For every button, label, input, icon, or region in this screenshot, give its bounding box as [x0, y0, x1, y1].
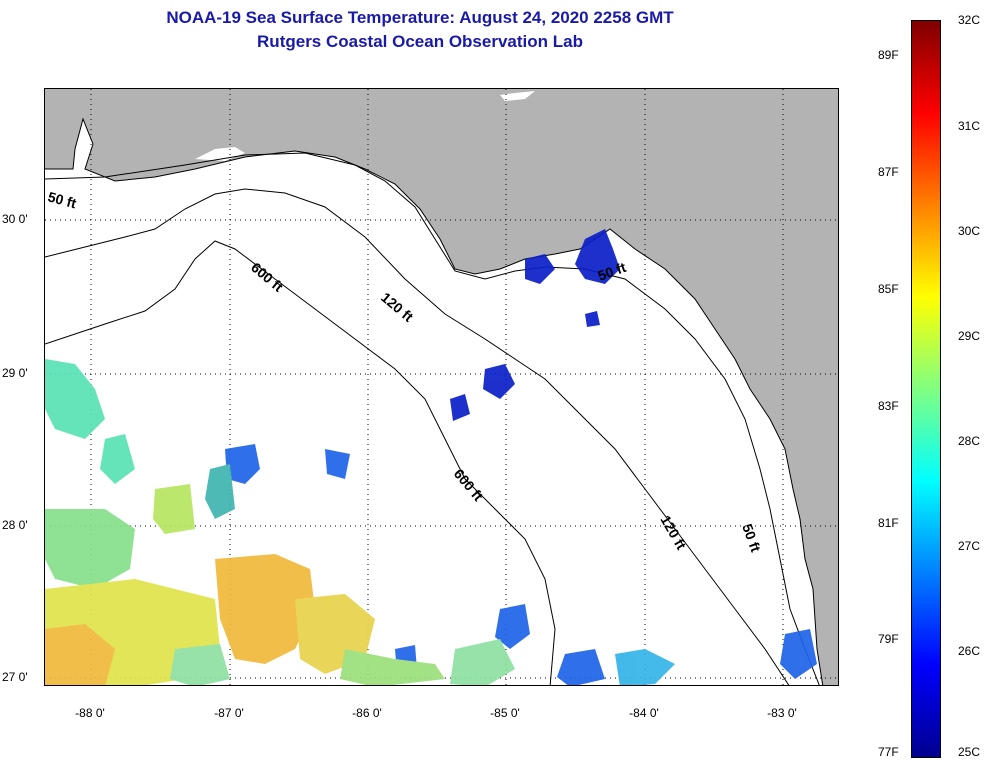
land-mass [45, 89, 838, 685]
colorbar-fahrenheit-label: 89F [878, 48, 899, 62]
colorbar-celsius-label: 25C [958, 745, 981, 759]
lon-tick-label: -87 0' [214, 706, 244, 720]
sst-map: 50 ft 600 ft 120 ft 50 ft 600 ft 120 ft … [44, 88, 839, 686]
colorbar-fahrenheit-label: 87F [878, 165, 899, 179]
colorbar-celsius-label: 32C [958, 13, 981, 27]
lat-tick-label: 30 0' [2, 212, 28, 226]
colorbar-celsius-label: 28C [958, 434, 981, 448]
colorbar-celsius-label: 31C [958, 119, 981, 133]
contour-label: 600 ft [248, 259, 287, 295]
colorbar-celsius-label: 27C [958, 539, 981, 553]
lon-tick-label: -88 0' [75, 706, 105, 720]
map-title: NOAA-19 Sea Surface Temperature: August … [166, 8, 674, 27]
contour-120ft [45, 188, 790, 685]
colorbar-celsius-label: 29C [958, 329, 981, 343]
temperature-colorbar [911, 20, 941, 758]
sst-observations [45, 229, 817, 685]
contour-600ft [45, 240, 556, 685]
lat-tick-label: 27 0' [2, 670, 28, 684]
lake [500, 91, 535, 101]
colorbar-fahrenheit-label: 83F [878, 399, 899, 413]
contour-label: 50 ft [46, 188, 78, 211]
colorbar-fahrenheit-label: 81F [878, 516, 899, 530]
colorbar-fahrenheit-label: 79F [878, 632, 899, 646]
contour-label: 600 ft [451, 466, 487, 505]
lon-tick-label: -85 0' [490, 706, 520, 720]
map-canvas: 50 ft 600 ft 120 ft 50 ft 600 ft 120 ft … [45, 89, 838, 685]
contour-label: 120 ft [378, 289, 417, 325]
lon-tick-label: -86 0' [352, 706, 382, 720]
map-subtitle: Rutgers Coastal Ocean Observation Lab [257, 32, 583, 51]
lon-tick-label: -84 0' [629, 706, 659, 720]
colorbar-fahrenheit-label: 85F [878, 282, 899, 296]
coastline [45, 117, 824, 685]
lat-tick-label: 28 0' [2, 518, 28, 532]
lon-tick-label: -83 0' [767, 706, 797, 720]
colorbar-celsius-label: 30C [958, 224, 981, 238]
lat-tick-label: 29 0' [2, 366, 28, 380]
colorbar-fahrenheit-label: 77F [878, 745, 899, 759]
colorbar-celsius-label: 26C [958, 644, 981, 658]
contour-label: 120 ft [657, 513, 689, 553]
